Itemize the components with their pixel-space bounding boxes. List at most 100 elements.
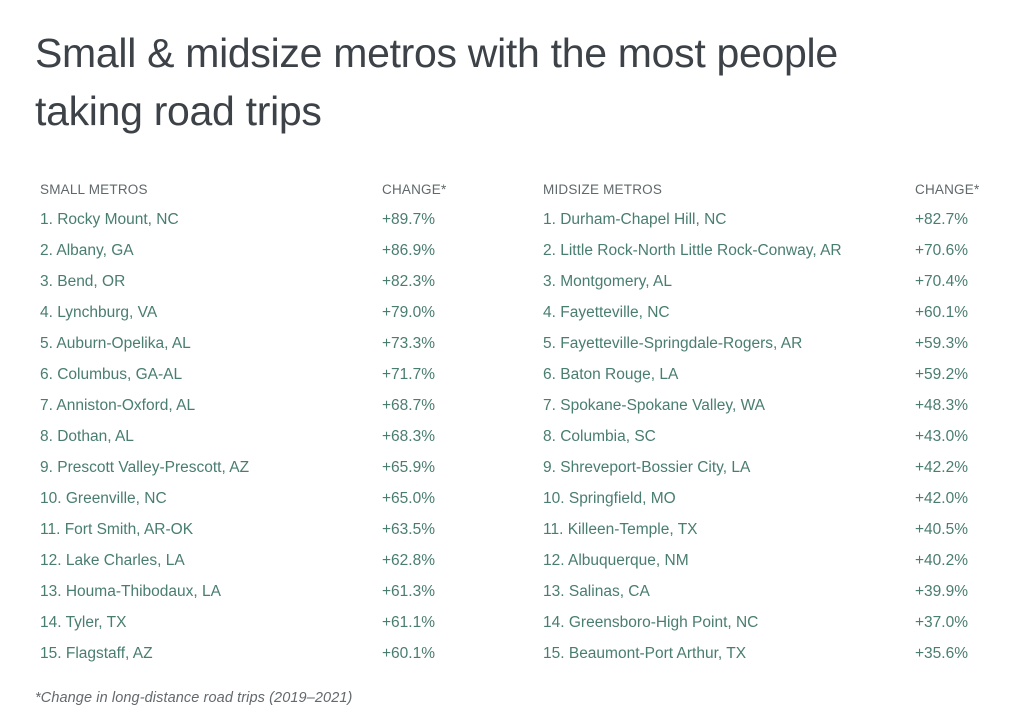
table-row: 2. Little Rock-North Little Rock-Conway,… (543, 235, 985, 266)
title-line-1: Small & midsize metros with the most peo… (35, 30, 838, 76)
table-row: 13. Houma-Thibodaux, LA +61.3% (40, 576, 477, 607)
small-metros-table: SMALL METROS CHANGE* 1. Rocky Mount, NC +… (40, 179, 477, 669)
table-row: 10. Greenville, NC +65.0% (40, 483, 477, 514)
change-value: +59.3% (915, 334, 969, 352)
metro-name: 11. Fort Smith, AR-OK (40, 520, 194, 538)
column-header-change: CHANGE* (915, 181, 980, 197)
change-value: +60.1% (382, 644, 436, 662)
table-row: 15. Beaumont-Port Arthur, TX +35.6% (543, 638, 985, 669)
table-row: 10. Springfield, MO +42.0% (543, 483, 985, 514)
change-value: +63.5% (382, 520, 436, 538)
change-value: +68.7% (382, 396, 436, 414)
metro-name: 14. Greensboro-High Point, NC (543, 613, 759, 631)
metro-name: 6. Columbus, GA-AL (40, 365, 183, 383)
table-row: 3. Montgomery, AL +70.4% (543, 266, 985, 297)
metro-name: 9. Prescott Valley-Prescott, AZ (40, 458, 250, 476)
change-value: +61.3% (382, 582, 436, 600)
table-row: 11. Fort Smith, AR-OK +63.5% (40, 514, 477, 545)
table-row: 8. Dothan, AL +68.3% (40, 421, 477, 452)
change-value: +61.1% (382, 613, 436, 631)
metro-name: 13. Houma-Thibodaux, LA (40, 582, 221, 600)
change-value: +43.0% (915, 427, 969, 445)
metro-name: 3. Bend, OR (40, 272, 126, 290)
metro-name: 9. Shreveport-Bossier City, LA (543, 458, 751, 476)
change-value: +40.2% (915, 551, 969, 569)
page-title: Small & midsize metros with the most peo… (35, 24, 838, 140)
metro-name: 10. Greenville, NC (40, 489, 167, 507)
metro-name: 2. Albany, GA (40, 241, 134, 259)
table-row: 5. Auburn-Opelika, AL +73.3% (40, 328, 477, 359)
change-value: +70.6% (915, 241, 969, 259)
table-row: 11. Killeen-Temple, TX +40.5% (543, 514, 985, 545)
table-row: 7. Spokane-Spokane Valley, WA +48.3% (543, 390, 985, 421)
table-row: 12. Albuquerque, NM +40.2% (543, 545, 985, 576)
change-value: +40.5% (915, 520, 969, 538)
table-header-row: MIDSIZE METROS CHANGE* (543, 179, 985, 199)
table-row: 1. Durham-Chapel Hill, NC +82.7% (543, 204, 985, 235)
metro-name: 15. Flagstaff, AZ (40, 644, 153, 662)
metro-name: 13. Salinas, CA (543, 582, 650, 600)
metro-name: 6. Baton Rouge, LA (543, 365, 679, 383)
change-value: +42.0% (915, 489, 969, 507)
metro-name: 10. Springfield, MO (543, 489, 676, 507)
table-body: 1. Rocky Mount, NC +89.7% 2. Albany, GA +86… (40, 204, 477, 669)
metro-name: 8. Dothan, AL (40, 427, 134, 445)
metro-name: 2. Little Rock-North Little Rock-Conway,… (543, 241, 842, 259)
metro-name: 1. Durham-Chapel Hill, NC (543, 210, 727, 228)
column-header-change: CHANGE* (382, 181, 447, 197)
change-value: +59.2% (915, 365, 969, 383)
change-value: +60.1% (915, 303, 969, 321)
table-row: 15. Flagstaff, AZ +60.1% (40, 638, 477, 669)
table-row: 2. Albany, GA +86.9% (40, 235, 477, 266)
metro-name: 5. Fayetteville-Springdale-Rogers, AR (543, 334, 803, 352)
metro-name: 12. Lake Charles, LA (40, 551, 185, 569)
metro-name: 12. Albuquerque, NM (543, 551, 689, 569)
table-row: 1. Rocky Mount, NC +89.7% (40, 204, 477, 235)
change-value: +42.2% (915, 458, 969, 476)
change-value: +82.7% (915, 210, 969, 228)
title-line-2: taking road trips (35, 88, 322, 134)
metro-name: 11. Killeen-Temple, TX (543, 520, 698, 538)
table-row: 5. Fayetteville-Springdale-Rogers, AR +59… (543, 328, 985, 359)
metro-name: 5. Auburn-Opelika, AL (40, 334, 191, 352)
change-value: +48.3% (915, 396, 969, 414)
change-value: +73.3% (382, 334, 436, 352)
metro-name: 15. Beaumont-Port Arthur, TX (543, 644, 747, 662)
table-row: 6. Columbus, GA-AL +71.7% (40, 359, 477, 390)
table-row: 9. Prescott Valley-Prescott, AZ +65.9% (40, 452, 477, 483)
table-row: 12. Lake Charles, LA +62.8% (40, 545, 477, 576)
metro-name: 7. Anniston-Oxford, AL (40, 396, 196, 414)
table-body: 1. Durham-Chapel Hill, NC +82.7% 2. Little… (543, 204, 985, 669)
table-row: 4. Lynchburg, VA +79.0% (40, 297, 477, 328)
footnote: *Change in long-distance road trips (201… (35, 690, 353, 706)
metro-name: 4. Lynchburg, VA (40, 303, 158, 321)
metro-name: 8. Columbia, SC (543, 427, 656, 445)
change-value: +65.9% (382, 458, 436, 476)
table-row: 4. Fayetteville, NC +60.1% (543, 297, 985, 328)
table-row: 3. Bend, OR +82.3% (40, 266, 477, 297)
change-value: +86.9% (382, 241, 436, 259)
table-row: 14. Greensboro-High Point, NC +37.0% (543, 607, 985, 638)
change-value: +62.8% (382, 551, 436, 569)
change-value: +89.7% (382, 210, 436, 228)
table-header-row: SMALL METROS CHANGE* (40, 179, 477, 199)
change-value: +35.6% (915, 644, 969, 662)
change-value: +70.4% (915, 272, 969, 290)
change-value: +82.3% (382, 272, 436, 290)
table-row: 14. Tyler, TX +61.1% (40, 607, 477, 638)
table-row: 6. Baton Rouge, LA +59.2% (543, 359, 985, 390)
metro-name: 1. Rocky Mount, NC (40, 210, 179, 228)
change-value: +65.0% (382, 489, 436, 507)
column-header-metros: SMALL METROS (40, 181, 148, 197)
table-row: 13. Salinas, CA +39.9% (543, 576, 985, 607)
change-value: +71.7% (382, 365, 436, 383)
table-row: 9. Shreveport-Bossier City, LA +42.2% (543, 452, 985, 483)
table-row: 8. Columbia, SC +43.0% (543, 421, 985, 452)
change-value: +79.0% (382, 303, 436, 321)
metro-name: 14. Tyler, TX (40, 613, 127, 631)
table-row: 7. Anniston-Oxford, AL +68.7% (40, 390, 477, 421)
metro-name: 3. Montgomery, AL (543, 272, 672, 290)
change-value: +39.9% (915, 582, 969, 600)
change-value: +68.3% (382, 427, 436, 445)
change-value: +37.0% (915, 613, 969, 631)
